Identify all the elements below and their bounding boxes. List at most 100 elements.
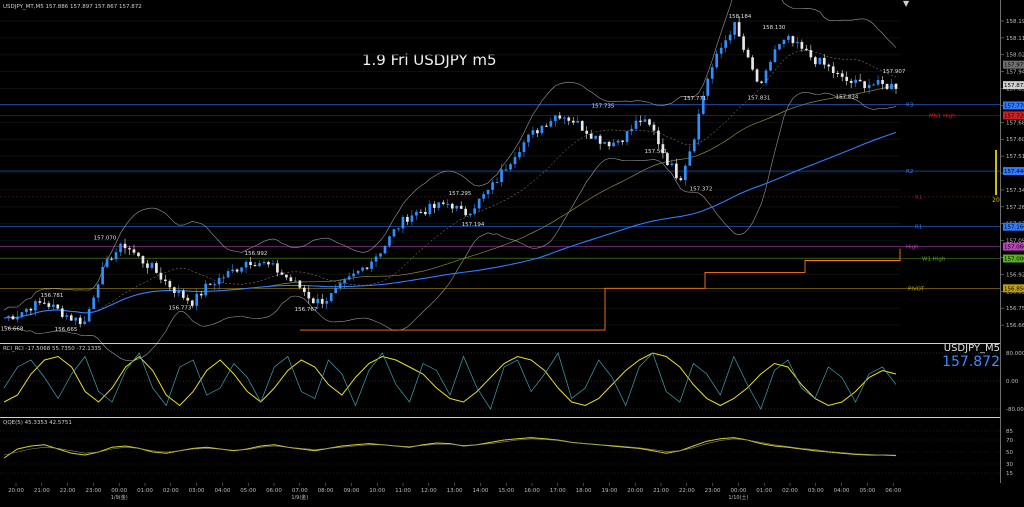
candle-body (446, 203, 450, 205)
candle-body (450, 203, 454, 209)
candle-body (679, 178, 683, 181)
candle-body (258, 263, 261, 267)
candle-body (513, 157, 517, 165)
price-annotation: 156.668 (1, 327, 24, 333)
candle-body (11, 316, 15, 320)
candle-body (648, 119, 651, 125)
candle-body (352, 273, 355, 277)
candle-body (728, 34, 732, 41)
candle-body (146, 263, 149, 268)
price-tick-label: 157.090 (1006, 239, 1024, 245)
price-badge (1003, 60, 1024, 69)
candle-body (473, 208, 476, 214)
candle-body (123, 243, 127, 249)
price-badge-label: 157.160 (1004, 225, 1024, 231)
candle-body (392, 229, 396, 237)
time-label: 20:00 (627, 488, 643, 494)
main-price-axis: 158.195 158.110 158.025 157.940 157.855 157.7… (1000, 19, 1024, 329)
qqe-header: QQE(5) 45.3353 42.5751 (3, 420, 72, 426)
time-label: 21:00 (34, 488, 50, 494)
price-annotation: 157.771 (684, 96, 707, 102)
price-readout: 157.872 (942, 354, 1000, 370)
candle-body (204, 283, 208, 296)
qqe-tick-label: 70 (1006, 438, 1013, 444)
candle-body (527, 134, 530, 143)
candle-body (742, 36, 745, 50)
candle-body (249, 261, 252, 266)
candle-body (186, 297, 190, 301)
time-label: 18:00 (576, 488, 592, 494)
side-label: 20 (992, 197, 1000, 204)
candle-body (482, 194, 485, 199)
price-tick-label: 157.260 (1006, 205, 1024, 211)
candle-body (504, 169, 508, 171)
candle-body (222, 277, 225, 279)
candle-body (894, 83, 898, 89)
candle-body (567, 117, 571, 121)
candle-body (271, 263, 275, 265)
candle-body (518, 151, 521, 158)
price-annotation: 156.992 (245, 251, 268, 257)
level-label: R3 (906, 102, 914, 108)
price-annotation: 157.735 (592, 103, 615, 109)
candle-body (589, 133, 593, 139)
chart-header-text: USDJPY_MT,M5 157.886 157.897 157.867 157… (3, 4, 142, 10)
candle-body (289, 277, 293, 282)
candle-body (666, 153, 669, 166)
price-annotation: 157.831 (748, 95, 771, 101)
candle-body (356, 270, 360, 274)
candle-body (141, 256, 145, 264)
candle-body (621, 140, 624, 142)
time-label: 06:00 (266, 488, 282, 494)
candle-body (361, 267, 364, 271)
price-badge-label: 156.850 (1004, 286, 1024, 292)
level-label: PIVOT (908, 286, 925, 292)
time-label: 15:00 (498, 488, 514, 494)
price-badge-label: 157.720 (1004, 113, 1024, 119)
candle-body (74, 317, 78, 321)
candle-body (464, 208, 468, 216)
price-badge-label: 157.060 (1004, 245, 1024, 251)
candle-body (217, 278, 221, 285)
time-label: 01:00 (756, 488, 772, 494)
candle-body (406, 216, 409, 222)
candle-body (760, 81, 763, 83)
candle-body (20, 312, 24, 317)
price-annotation: 156.767 (295, 307, 318, 313)
candle-body (455, 205, 459, 209)
rci-line (3, 352, 897, 407)
price-annotation: 157.295 (449, 191, 472, 197)
candle-body (701, 95, 705, 114)
price-badge (1003, 254, 1024, 263)
scroll-arrow-icon[interactable]: ▼ (903, 0, 910, 8)
time-label: 01:00 (137, 488, 153, 494)
candle-body (630, 128, 633, 132)
candle-body (845, 76, 849, 81)
time-label: 19:00 (601, 488, 617, 494)
price-annotation: 157.372 (690, 187, 713, 193)
candle-body (7, 316, 10, 319)
level-label: High (906, 245, 919, 251)
candle-body (751, 57, 754, 70)
candle-body (105, 258, 109, 267)
price-annotation: 156.773 (169, 306, 192, 312)
pivot-step-line (300, 248, 901, 331)
candle-body (782, 39, 786, 45)
price-tick-label: 158.110 (1006, 36, 1024, 42)
rci-line (3, 352, 897, 410)
rci-tick-label: 0.00 (1006, 379, 1019, 385)
price-tick-label: 157.515 (1006, 154, 1024, 160)
candle-body (325, 301, 329, 304)
candle-body (65, 315, 69, 317)
candle-body (531, 130, 535, 135)
candle-body (822, 57, 826, 65)
candle-body (491, 182, 494, 190)
candle-body (562, 117, 566, 119)
candle-body (603, 141, 606, 144)
candle-body (177, 290, 181, 293)
candle-body (69, 315, 73, 321)
candle-body (92, 297, 95, 310)
